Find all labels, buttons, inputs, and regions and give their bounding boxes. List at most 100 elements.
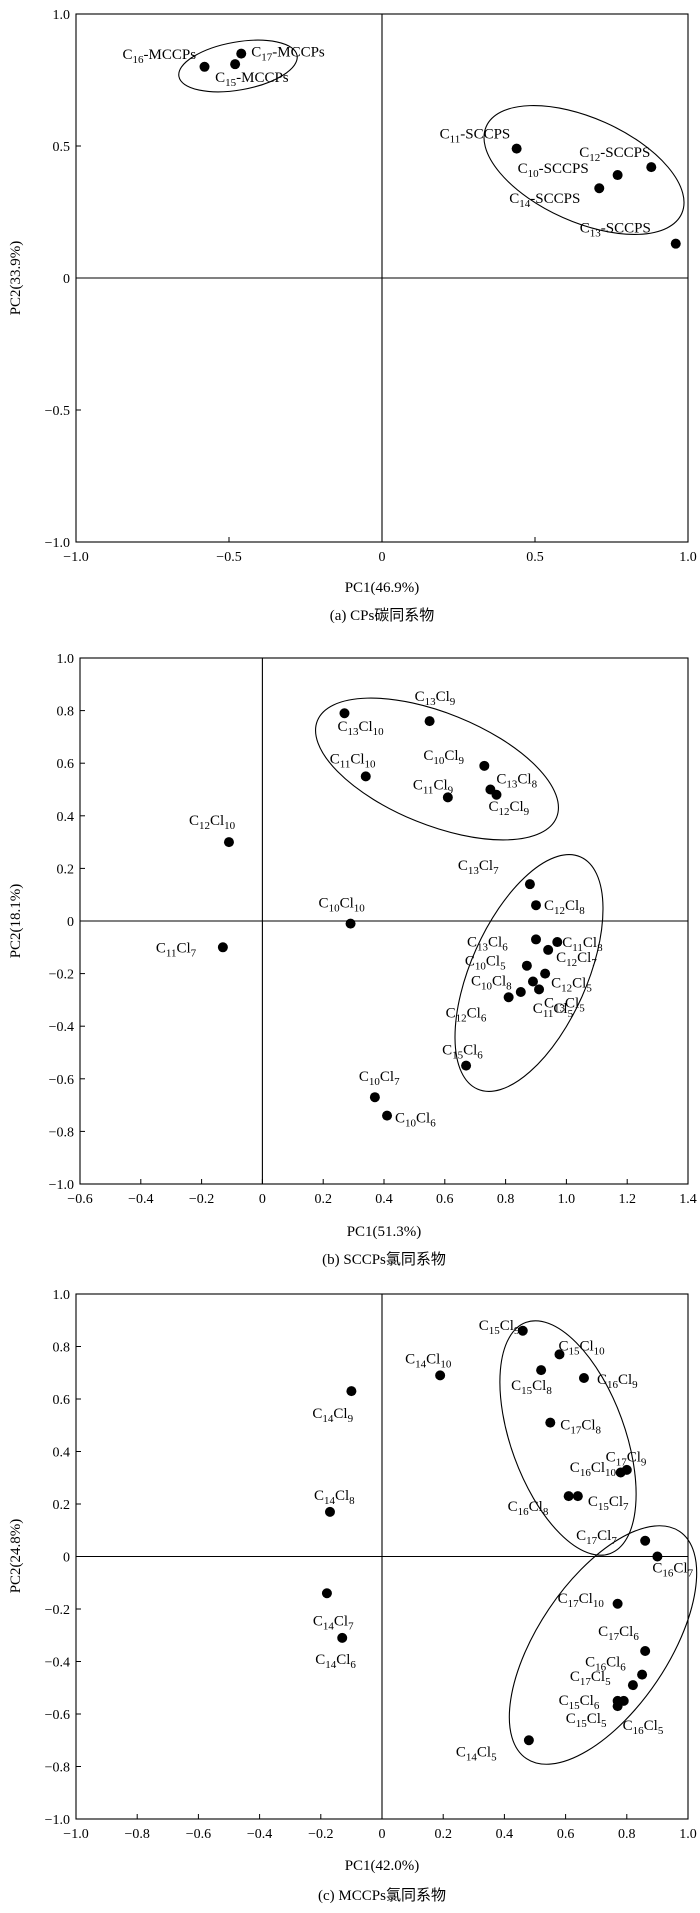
- data-point-label: C14Cl9: [312, 1406, 353, 1425]
- data-point-label: C12Cl9: [488, 799, 529, 818]
- x-tick-label: 0: [379, 550, 386, 565]
- data-point: [223, 837, 234, 848]
- data-point-label: C17Cl9: [606, 1450, 647, 1469]
- y-tick-label: 1.0: [53, 1288, 71, 1303]
- data-point: [527, 976, 538, 987]
- data-point-label: C15Cl7: [588, 1494, 629, 1513]
- data-point: [424, 716, 435, 727]
- data-point-label: C16Cl8: [508, 1499, 549, 1518]
- data-point: [652, 1551, 663, 1562]
- data-point: [321, 1588, 332, 1599]
- data-point-label: C17Cl5: [570, 1669, 611, 1688]
- data-point: [646, 162, 657, 173]
- tick-group: −0.6 −0.4 −0.2 0 0.2 0.4 0.6 0.8 1.0 1.2 1.4 1.0 0.8…: [49, 652, 697, 1207]
- cluster-ellipse-upper: [315, 697, 559, 841]
- data-point-label: C11-SCCPS: [440, 127, 511, 146]
- tick-group: −1.0 −0.5 0 0.5 1.0 1.0 0.5 0 −0.5 −1.0: [45, 8, 697, 565]
- data-point-label: C15Cl10: [558, 1338, 605, 1357]
- data-point-label: C10Cl5: [465, 954, 506, 973]
- data-point-label: C12-SCCPS: [579, 145, 650, 164]
- y-tick-label: 0.5: [53, 140, 71, 155]
- cluster-ellipse-mccps: [178, 39, 298, 93]
- x-tick-label: −1.0: [63, 1827, 88, 1842]
- cluster-ellipse-upper: [499, 1320, 637, 1556]
- y-tick-label: −1.0: [49, 1178, 74, 1193]
- y-tick-label: −0.6: [45, 1708, 70, 1723]
- y-tick-label: −0.8: [49, 1125, 74, 1140]
- data-point: [531, 934, 541, 945]
- data-point: [324, 1506, 335, 1517]
- data-point-label: C16Cl5: [623, 1718, 664, 1737]
- x-tick-label: 1.2: [618, 1192, 636, 1207]
- data-point-label: C10Cl9: [423, 748, 464, 767]
- y-tick-label: −0.6: [49, 1073, 74, 1088]
- y-tick-label: 0: [67, 915, 74, 930]
- x-tick-label: −0.2: [308, 1827, 333, 1842]
- data-point: [479, 760, 490, 771]
- data-point-label: C14Cl8: [314, 1488, 355, 1507]
- point-label-group: C13Cl9 C13Cl10 C11Cl10 C10Cl9 C11Cl9 C13Cl8 C1…: [156, 689, 603, 1130]
- x-tick-label: −0.4: [247, 1827, 272, 1842]
- point-group: [321, 1325, 663, 1746]
- data-point-label: C11Cl7: [156, 940, 197, 959]
- x-tick-label: 0.8: [497, 1192, 515, 1207]
- data-point-label: C12Cl8: [544, 898, 585, 917]
- data-point-label: C15Cl5: [566, 1711, 607, 1730]
- y-tick-label: 0.6: [57, 757, 75, 772]
- y-tick-label: 0.8: [57, 705, 75, 720]
- x-tick-label: 0.4: [375, 1192, 393, 1207]
- data-point: [503, 992, 514, 1003]
- x-tick-label: 0.4: [496, 1827, 514, 1842]
- y-tick-label: −0.8: [45, 1761, 70, 1776]
- data-point: [442, 792, 453, 803]
- cluster-ellipse-lower: [508, 1525, 698, 1765]
- panel-caption: (b) SCCPs氯同系物: [322, 1251, 446, 1268]
- data-point-label: C15Cl6: [442, 1043, 483, 1062]
- data-point-label: C16Cl7: [652, 1561, 693, 1580]
- data-point-label: C16Cl9: [597, 1372, 638, 1391]
- x-tick-label: 1.0: [679, 1827, 697, 1842]
- y-tick-label: −0.5: [45, 404, 70, 419]
- data-point-label: C14Cl6: [315, 1652, 356, 1671]
- data-point-label: C10-SCCPS: [518, 161, 589, 180]
- x-tick-label: 0.6: [436, 1192, 454, 1207]
- y-axis-title: PC2(24.8%): [8, 1519, 24, 1594]
- data-point: [523, 1735, 534, 1746]
- panel-b: −0.6 −0.4 −0.2 0 0.2 0.4 0.6 0.8 1.0 1.2 1.4 1.0 0.8…: [8, 652, 697, 1268]
- data-point: [612, 1598, 623, 1609]
- y-tick-label: −0.4: [49, 1020, 74, 1035]
- data-point-label: C16-MCCPs: [123, 47, 197, 66]
- data-point: [536, 1365, 547, 1376]
- data-point-label: C13Cl10: [337, 719, 384, 738]
- cluster-ellipse-sccps: [483, 105, 685, 235]
- y-tick-label: 0.2: [57, 862, 75, 877]
- point-label-group: C15Cl9 C15Cl10 C14Cl10 C15Cl8 C16Cl9 C14Cl9 C1…: [312, 1318, 693, 1764]
- y-tick-label: −1.0: [45, 1813, 70, 1828]
- data-point: [637, 1669, 648, 1680]
- y-tick-label: 0.6: [53, 1393, 71, 1408]
- data-point: [578, 1373, 589, 1383]
- y-tick-label: 0: [63, 1551, 70, 1566]
- data-point: [360, 771, 371, 782]
- x-tick-label: 1.0: [558, 1192, 576, 1207]
- x-tick-label: −0.5: [216, 550, 241, 565]
- point-label-group: C16-MCCPs C17-MCCPs C15-MCCPs C11-SCCPS C12-…: [123, 45, 651, 240]
- x-tick-label: −0.2: [189, 1192, 214, 1207]
- data-point-label: C13Cl8: [496, 772, 537, 791]
- x-tick-label: 0: [379, 1827, 386, 1842]
- data-point: [540, 968, 551, 979]
- data-point: [545, 1417, 556, 1428]
- data-point: [345, 918, 356, 929]
- x-tick-label: 0.2: [314, 1192, 332, 1207]
- data-point: [346, 1386, 357, 1397]
- y-tick-label: 0.8: [53, 1341, 71, 1356]
- tick-group: −1.0 −0.8 −0.6 −0.4 −0.2 0 0.2 0.4 0.6 0.8 1.0 1.0 0…: [45, 1288, 697, 1842]
- y-tick-label: −0.4: [45, 1656, 70, 1671]
- panel-c: −1.0 −0.8 −0.6 −0.4 −0.2 0 0.2 0.4 0.6 0.8 1.0 1.0 0…: [8, 1288, 698, 1904]
- data-point: [594, 183, 605, 194]
- data-point-label: C17Cl8: [560, 1418, 601, 1437]
- data-point: [543, 944, 554, 955]
- data-point-label: C16Cl10: [570, 1460, 617, 1479]
- data-point: [554, 1349, 565, 1360]
- data-point: [511, 143, 522, 154]
